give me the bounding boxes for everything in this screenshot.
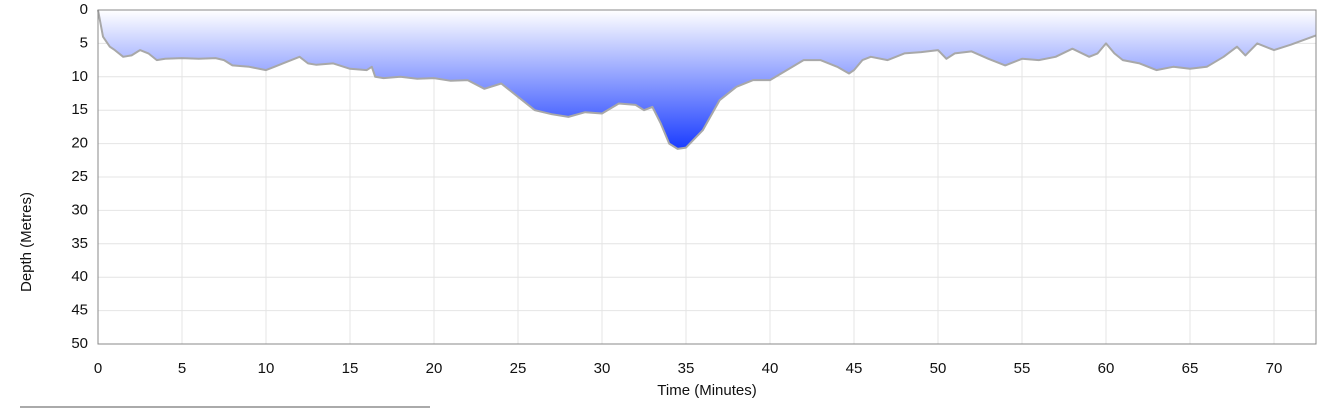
area [98, 10, 1316, 149]
y-tick-label: 15 [71, 101, 88, 118]
plot [97, 9, 1317, 150]
y-tick-label: 25 [71, 168, 88, 185]
plot-frame [97, 9, 1317, 345]
y-tick-label: 30 [71, 201, 88, 218]
x-tick-label: 45 [846, 360, 863, 377]
x-tick-label: 55 [1014, 360, 1031, 377]
y-tick-label: 35 [71, 235, 88, 252]
y-tick-label: 5 [80, 34, 88, 51]
y-tick-label: 20 [71, 135, 88, 152]
x-tick-label: 10 [258, 360, 275, 377]
x-tick-label: 70 [1266, 360, 1283, 377]
line [97, 9, 1317, 150]
x-tick-label: 20 [426, 360, 443, 377]
x-tick-label: 40 [762, 360, 779, 377]
y-tick-label: 50 [71, 335, 88, 352]
x-axis-title: Time (Minutes) [657, 382, 756, 399]
x-tick-label: 25 [510, 360, 527, 377]
y-tick-label: 40 [71, 268, 88, 285]
y-tick-label: 0 [80, 1, 88, 18]
y-axis-title: Depth (Metres) [18, 192, 35, 292]
x-tick-label: 50 [930, 360, 947, 377]
x-tick-label: 5 [178, 360, 186, 377]
y-tick-label: 45 [71, 302, 88, 319]
x-tick-label: 35 [678, 360, 695, 377]
x-tick-label: 65 [1182, 360, 1199, 377]
y-tick-label: 10 [71, 68, 88, 85]
x-tick-label: 15 [342, 360, 359, 377]
x-tick-label: 60 [1098, 360, 1115, 377]
x-tick-label: 30 [594, 360, 611, 377]
x-tick-label: 0 [94, 360, 102, 377]
